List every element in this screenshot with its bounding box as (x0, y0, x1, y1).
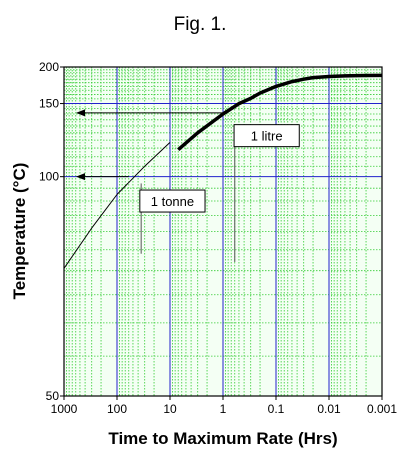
series-layer (63, 73, 383, 269)
x-tick-label: 10 (163, 402, 177, 416)
annotation-label: 1 litre (251, 129, 283, 144)
x-tick-label: 100 (107, 402, 127, 416)
arrow-head (76, 109, 85, 117)
annotation-box (139, 189, 206, 213)
y-tick-label: 100 (39, 170, 59, 184)
x-tick-label: 0.01 (317, 402, 341, 416)
x-tick-label: 0.001 (367, 402, 397, 416)
y-tick-label: 150 (39, 97, 59, 111)
annotation-box (233, 124, 300, 148)
tick-layer: 1000 100 10 1 0.1 0.01 0.001 50 100 150 200 (39, 60, 397, 416)
y-tick-label: 50 (46, 389, 60, 403)
arrow-head (76, 173, 85, 181)
thin-curve (63, 142, 171, 269)
annotation-label: 1 tonne (151, 194, 194, 209)
x-tick-label: 1 (220, 402, 227, 416)
x-tick-label: 1000 (51, 402, 78, 416)
y-axis-title: Temperature (°C) (10, 163, 29, 300)
y-tick-label: 200 (39, 60, 59, 74)
x-axis-title: Time to Maximum Rate (Hrs) (108, 429, 337, 448)
figure-title: Fig. 1. (174, 14, 227, 35)
annotation-layer: 1 litre 1 tonne (139, 124, 300, 213)
thick-curve (177, 73, 383, 152)
x-tick-label: 0.1 (268, 402, 285, 416)
